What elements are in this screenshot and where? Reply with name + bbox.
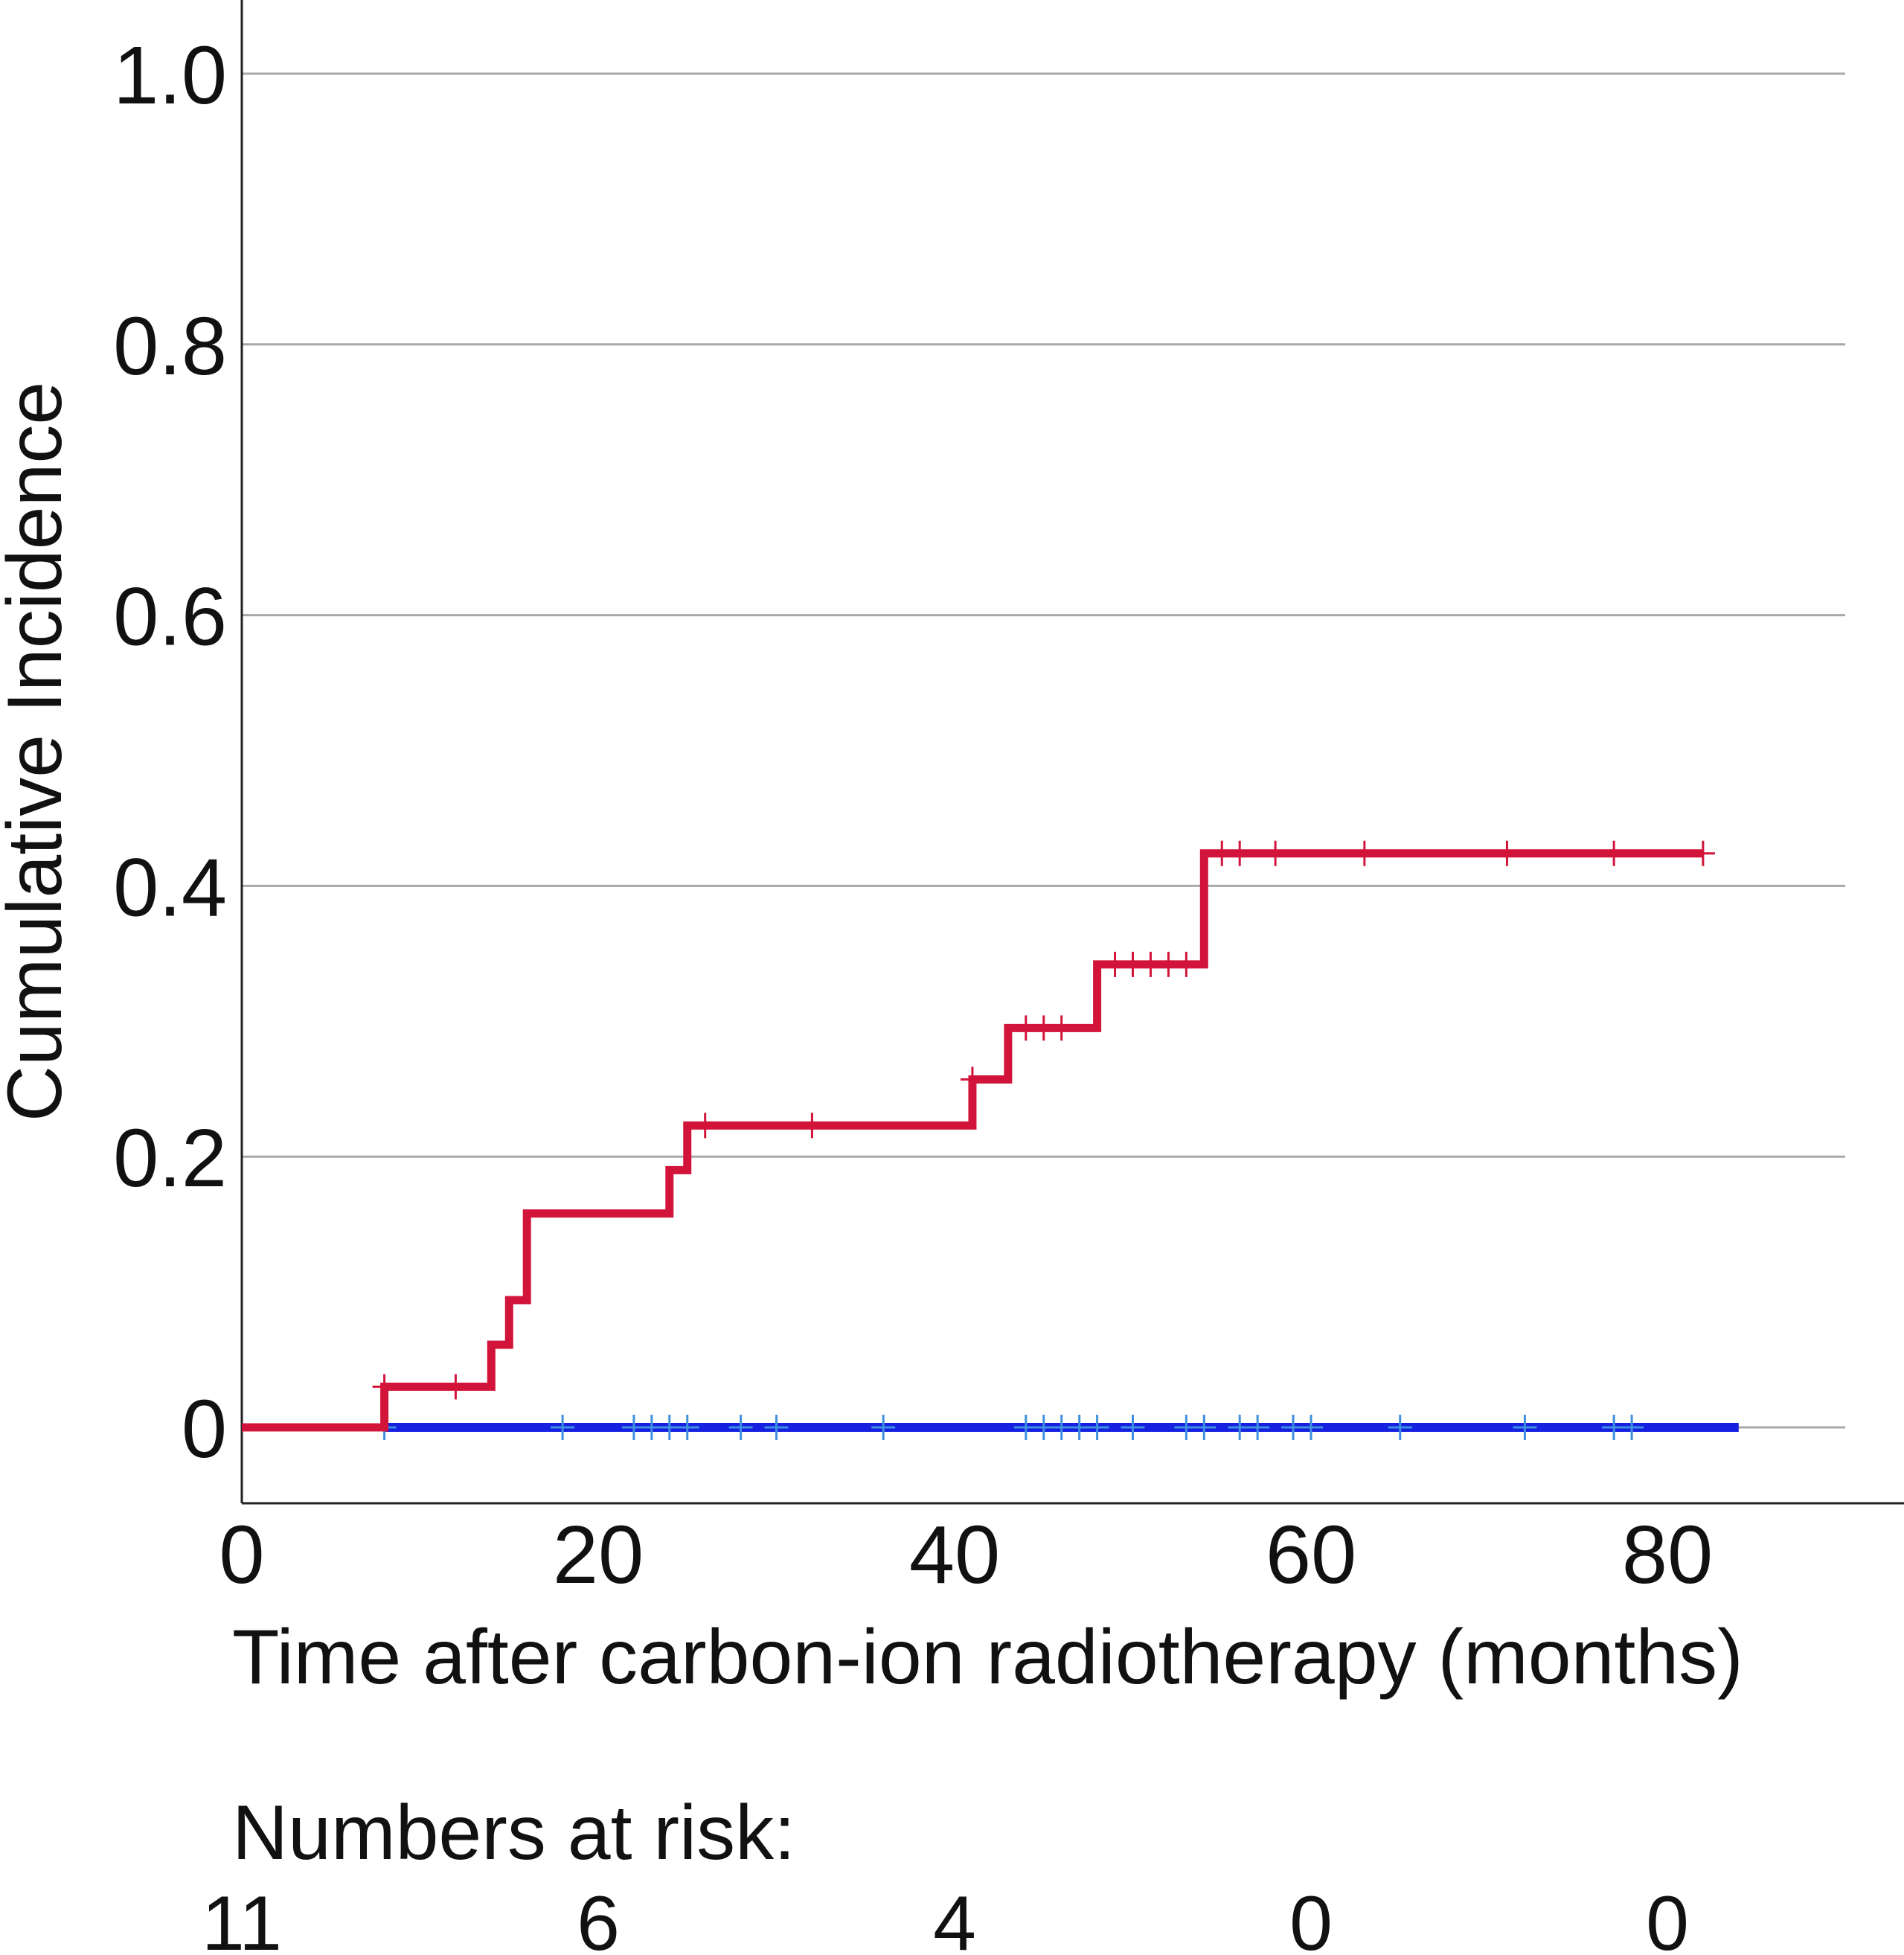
y-tick-label: 1.0 [113,30,227,121]
x-tick-label: 80 [1622,1509,1713,1601]
x-axis-title: Time after carbon-ion radiotherapy (mont… [232,1614,1743,1700]
x-tick-labels: 0 20 40 60 80 [219,1509,1713,1601]
y-tick-labels: 0 0.2 0.4 0.6 0.8 1.0 [113,30,227,1475]
y-tick-label: 0.2 [113,1113,227,1204]
gridlines [242,72,1845,1429]
x-tick-label: 0 [219,1509,264,1601]
y-tick-label: 0.8 [113,301,227,392]
numbers-at-risk-label: Numbers at risk: [232,1790,795,1876]
red-series [242,840,1715,1432]
y-axis-title: Cumulative Incidence [0,382,78,1122]
blue-series [372,1415,1739,1440]
numbers-at-risk-row: 11 6 4 0 0 [202,1881,1689,1955]
red-step-line [242,849,1703,1432]
risk-count: 4 [933,1881,976,1955]
risk-count: 6 [577,1881,620,1955]
series-layer [242,840,1739,1440]
x-tick-label: 60 [1266,1509,1356,1601]
y-tick-label: 0 [182,1383,227,1475]
risk-count: 11 [202,1881,282,1955]
y-tick-label: 0.4 [113,842,227,933]
x-tick-label: 20 [553,1509,644,1601]
x-tick-label: 40 [909,1509,1000,1601]
y-tick-label: 0.6 [113,572,227,663]
axes [240,0,1904,1505]
risk-count: 0 [1646,1881,1689,1955]
risk-count: 0 [1289,1881,1333,1955]
